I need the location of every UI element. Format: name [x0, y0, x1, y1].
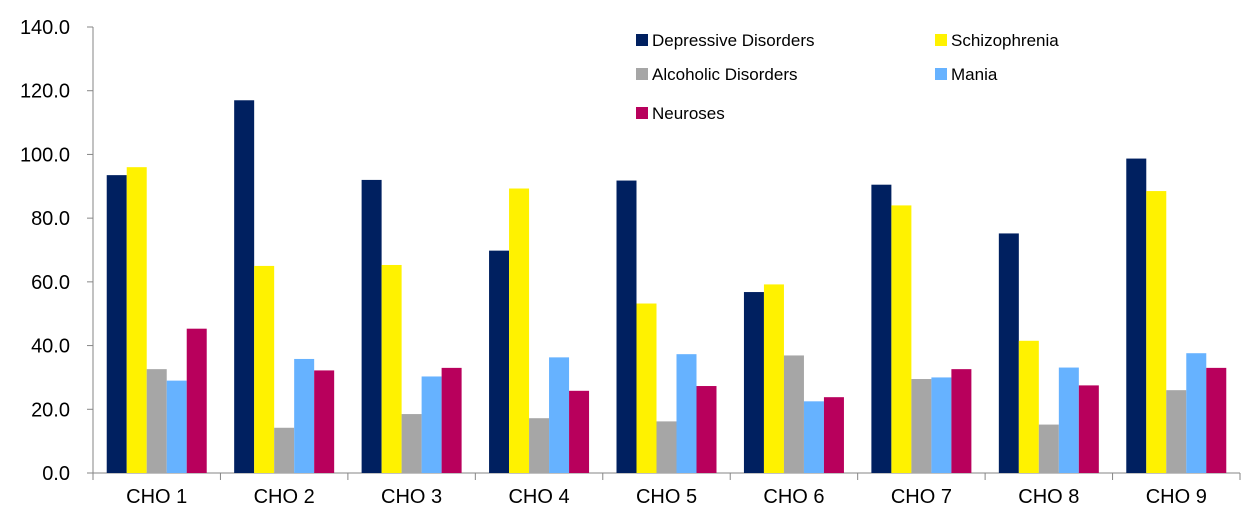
bar	[1078, 385, 1099, 473]
bar	[1038, 424, 1059, 473]
y-tick-label: 40.0	[31, 336, 70, 358]
bar	[106, 175, 127, 473]
bar	[234, 100, 255, 474]
legend-swatch	[935, 68, 947, 80]
bar	[636, 303, 657, 473]
legend-swatch	[636, 68, 648, 80]
bar	[1018, 340, 1039, 473]
category-label: CHO 8	[1018, 486, 1079, 508]
bar	[656, 421, 677, 473]
category-label: CHO 9	[1146, 486, 1207, 508]
bar	[676, 354, 697, 473]
legend-label: Schizophrenia	[951, 31, 1059, 50]
bar	[1186, 353, 1207, 473]
bar	[441, 367, 462, 473]
bar	[743, 292, 764, 473]
category-label: CHO 5	[636, 486, 697, 508]
legend-label: Mania	[951, 65, 998, 84]
legend-swatch	[935, 34, 947, 46]
bar	[146, 369, 167, 473]
bar	[381, 264, 402, 473]
legend-swatch	[636, 34, 648, 46]
category-label: CHO 2	[254, 486, 315, 508]
bar	[871, 184, 892, 473]
bar	[126, 167, 147, 473]
y-tick-label: 80.0	[31, 208, 70, 230]
bar	[616, 180, 637, 473]
bar	[1146, 191, 1167, 474]
bar	[823, 397, 844, 473]
y-tick-label: 0.0	[42, 463, 70, 485]
category-label: CHO 4	[508, 486, 569, 508]
bar	[951, 369, 972, 473]
bar	[1166, 390, 1187, 473]
legend: Depressive Disorders Schizophrenia Alcohol…	[636, 31, 1059, 123]
x-axis: CHO 1 CHO 2 CHO 3 CHO 4 CHO 5 CHO 6 CHO 7 CHO 8…	[92, 472, 1241, 508]
bar	[911, 379, 932, 473]
bar	[401, 414, 422, 473]
bar	[803, 401, 824, 473]
bar	[998, 233, 1019, 473]
bar	[489, 250, 510, 473]
category-label: CHO 3	[381, 486, 442, 508]
bar	[186, 328, 207, 473]
bar	[314, 370, 335, 473]
bar	[763, 284, 784, 473]
bar	[549, 357, 570, 473]
category-label: CHO 7	[891, 486, 952, 508]
y-tick-label: 140.0	[20, 17, 70, 39]
y-tick-label: 100.0	[20, 144, 70, 166]
y-axis: 0.0 20.0 40.0 60.0 80.0 100.0 120.0 140.0	[20, 17, 94, 485]
bar	[294, 358, 315, 473]
bars	[106, 100, 1227, 474]
legend-label: Depressive Disorders	[652, 31, 815, 50]
bar	[1058, 367, 1079, 473]
bar	[783, 355, 804, 473]
category-label: CHO 1	[126, 486, 187, 508]
y-tick-label: 20.0	[31, 399, 70, 421]
bar	[931, 377, 952, 473]
bar	[529, 418, 550, 473]
y-tick-label: 60.0	[31, 272, 70, 294]
bar	[361, 179, 382, 473]
bar	[696, 386, 717, 473]
y-tick-label: 120.0	[20, 81, 70, 103]
bar	[1126, 158, 1147, 473]
bar	[569, 390, 590, 473]
bar	[274, 427, 295, 473]
legend-swatch	[636, 107, 648, 119]
bar	[509, 188, 530, 473]
legend-label: Alcoholic Disorders	[652, 65, 798, 84]
bar	[254, 265, 275, 473]
category-label: CHO 6	[763, 486, 824, 508]
bar	[166, 380, 187, 473]
bar	[1206, 367, 1227, 473]
bar	[891, 205, 912, 473]
bar	[421, 376, 442, 473]
legend-label: Neuroses	[652, 104, 725, 123]
